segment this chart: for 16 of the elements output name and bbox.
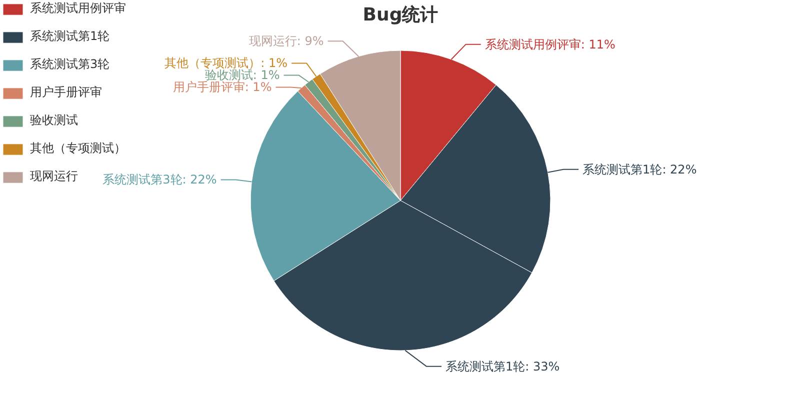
- legend-label: 验收测试: [30, 112, 78, 129]
- category-label: 验收测试: 1%: [204, 68, 280, 82]
- chart-title: Bug统计: [362, 4, 438, 26]
- category-label: 现网运行: 9%: [248, 34, 324, 48]
- category-label: 系统测试第3轮: 22%: [102, 172, 217, 187]
- legend-label: 系统测试第1轮: [30, 28, 110, 45]
- category-label: 系统测试第1轮: 33%: [446, 359, 560, 374]
- category-label: 系统测试用例评审: 11%: [484, 37, 616, 52]
- legend-label: 现网运行: [30, 168, 78, 185]
- category-label: 系统测试第1轮: 22%: [582, 162, 697, 176]
- legend-label: 其他（专项测试）: [30, 140, 126, 157]
- legend-label: 系统测试用例评审: [30, 0, 126, 17]
- category-label: 用户手册评审: 1%: [172, 80, 272, 94]
- legend-label: 用户手册评审: [30, 84, 102, 101]
- category-label: 其他（专项测试）: 1%: [164, 56, 288, 70]
- legend-label: 系统测试第3轮: [30, 56, 110, 73]
